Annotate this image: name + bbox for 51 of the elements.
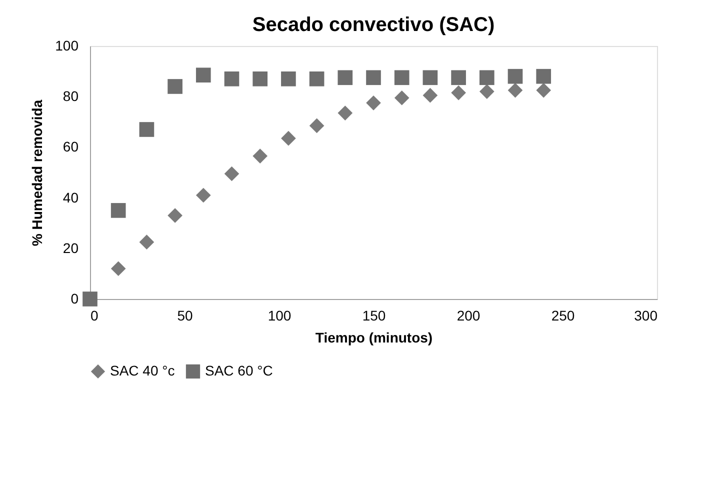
point <box>338 70 353 86</box>
point <box>338 106 353 120</box>
point <box>224 71 240 86</box>
point <box>281 71 296 86</box>
point <box>110 261 126 276</box>
point <box>139 122 154 137</box>
point <box>196 188 211 203</box>
point <box>508 82 523 98</box>
point <box>451 70 466 86</box>
y-tick-label: 40 <box>62 189 79 206</box>
point <box>508 68 523 84</box>
point <box>252 71 268 86</box>
y-tick-label: 80 <box>62 88 79 104</box>
x-tick-label: 200 <box>456 308 480 324</box>
y-tick-label: 60 <box>62 138 79 155</box>
x-tick-label: 50 <box>177 308 193 324</box>
x-tick-label: 0 <box>90 308 98 324</box>
point <box>281 130 296 146</box>
x-tick-label: 250 <box>551 308 575 324</box>
point <box>139 234 154 250</box>
point <box>168 208 182 223</box>
point <box>309 118 324 134</box>
point <box>196 68 211 83</box>
point <box>82 292 98 306</box>
point <box>309 71 324 86</box>
point <box>422 70 438 86</box>
point <box>366 70 381 86</box>
point <box>110 203 126 218</box>
legend-label: SAC 60 °C <box>205 362 273 378</box>
legend-label: SAC 40 °c <box>110 362 175 378</box>
point <box>252 148 268 164</box>
x-tick-label: 300 <box>634 308 658 324</box>
point <box>451 85 466 100</box>
point <box>536 68 552 84</box>
point <box>479 84 494 99</box>
point <box>168 79 182 94</box>
x-axis-title: Tiempo (minutos) <box>315 330 433 346</box>
point <box>479 70 494 86</box>
chart-title: Secado convectivo (SAC) <box>252 14 495 36</box>
point <box>536 82 552 98</box>
y-tick-label: 20 <box>62 240 79 256</box>
y-tick-label: 0 <box>70 290 79 306</box>
y-tick-label: 100 <box>55 38 79 54</box>
point <box>394 70 410 86</box>
point <box>366 96 381 110</box>
point <box>394 90 410 106</box>
y-axis-title: % Humedad removida <box>29 100 46 246</box>
x-tick-label: 100 <box>268 308 292 324</box>
x-tick-label: 150 <box>362 308 386 324</box>
point <box>422 88 438 103</box>
point <box>224 166 240 182</box>
